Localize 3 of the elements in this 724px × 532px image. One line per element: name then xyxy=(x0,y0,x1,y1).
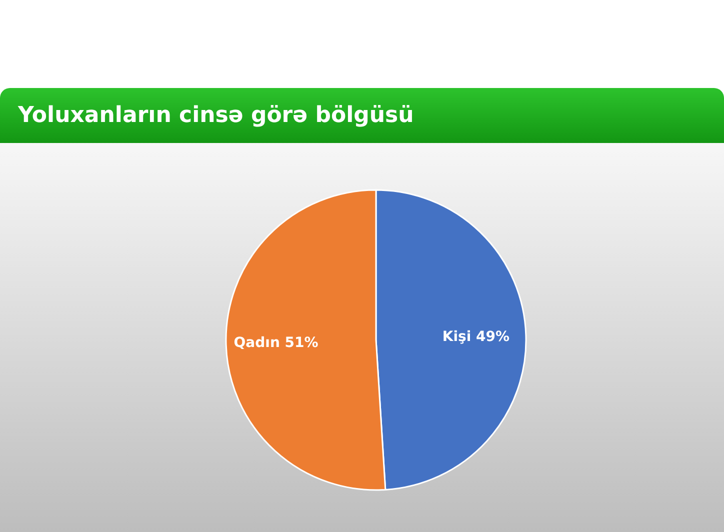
chart-title: Yoluxanların cinsə görə bölgüsü xyxy=(0,88,724,143)
slice-label: Qadın 51% xyxy=(234,335,318,352)
slice-label: Kişi 49% xyxy=(442,328,510,345)
